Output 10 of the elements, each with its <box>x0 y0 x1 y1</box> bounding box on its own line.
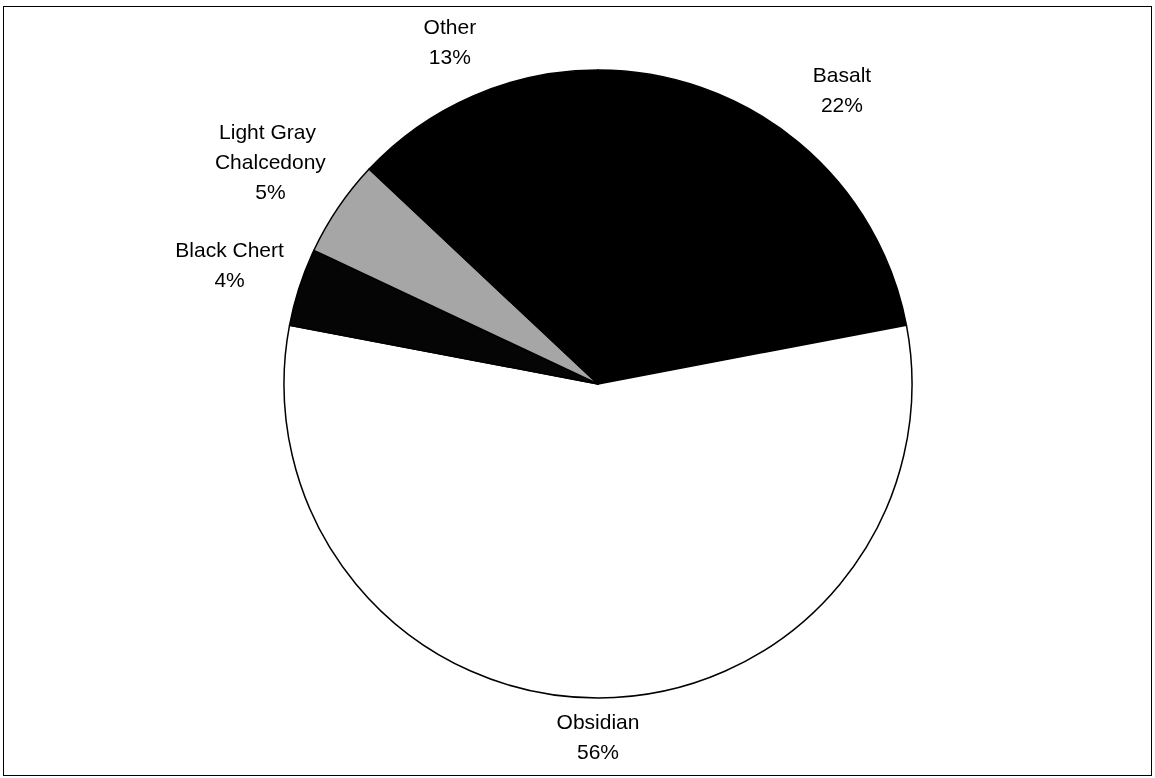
data-label: 56% <box>576 739 620 763</box>
slice-label: Black Chert <box>175 237 285 261</box>
slice-label: Other <box>423 15 477 39</box>
data-label: 22% <box>820 92 863 116</box>
data-label: 13% <box>428 45 471 69</box>
data-label: 5% <box>255 179 286 203</box>
slice-label: Light Gray Chalcedony <box>214 119 327 173</box>
data-label: 4% <box>214 267 245 291</box>
slice-label: Basalt <box>812 62 872 86</box>
slice-label: Obsidian <box>556 709 640 733</box>
